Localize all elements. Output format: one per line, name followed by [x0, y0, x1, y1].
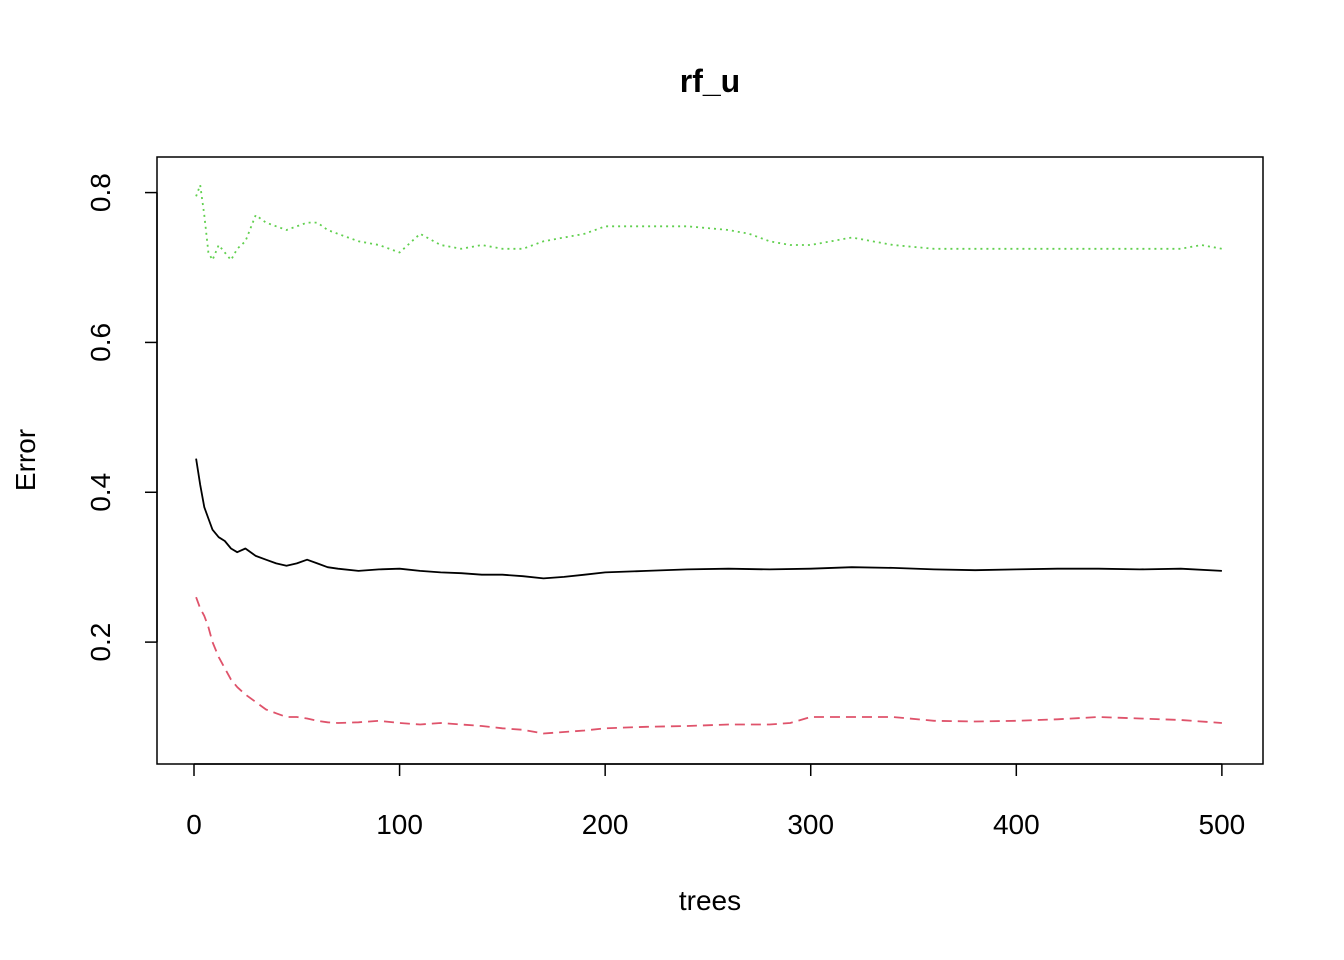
- chart-title: rf_u: [680, 63, 740, 99]
- y-tick-label: 0.4: [85, 473, 116, 512]
- x-tick-label: 200: [582, 809, 629, 840]
- x-tick-label: 300: [787, 809, 834, 840]
- series-line-2: [195, 596, 1222, 735]
- y-axis-label: Error: [10, 429, 41, 491]
- series-line-1: [195, 458, 1222, 580]
- y-tick-label: 0.2: [85, 623, 116, 662]
- x-tick-label: 100: [376, 809, 423, 840]
- x-tick-label: 400: [993, 809, 1040, 840]
- y-tick-label: 0.8: [85, 173, 116, 212]
- y-axis: 0.2 0.4 0.6 0.8: [85, 173, 158, 662]
- x-tick-label: 500: [1199, 809, 1246, 840]
- x-axis: 0 100 200 300 400 500: [186, 763, 1246, 840]
- plot-frame: [156, 156, 1264, 765]
- x-axis-label: trees: [679, 885, 741, 916]
- series-layer: [195, 184, 1223, 735]
- series-line-3: [195, 184, 1223, 261]
- y-tick-label: 0.6: [85, 323, 116, 362]
- x-tick-label: 0: [186, 809, 202, 840]
